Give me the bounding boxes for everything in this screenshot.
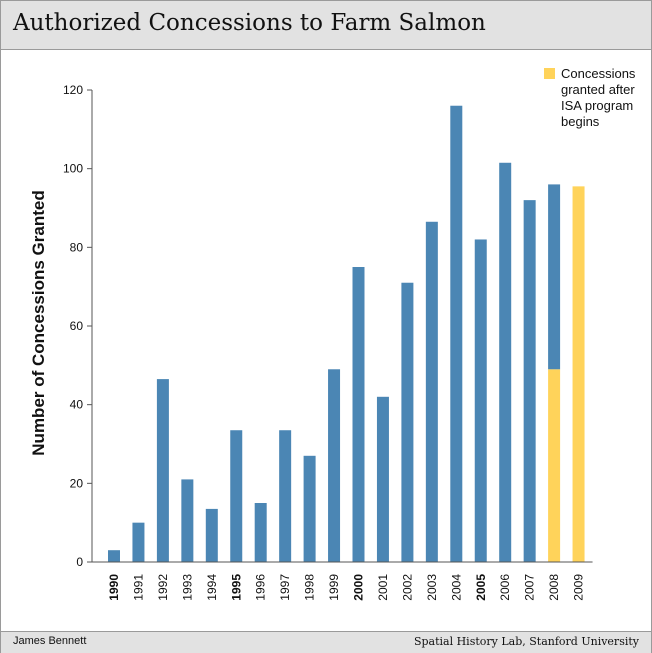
lab-credit: Spatial History Lab, Stanford University — [413, 635, 639, 648]
y-tick-label: 80 — [70, 240, 84, 254]
y-tick-label: 0 — [76, 555, 83, 569]
x-tick-label: 2005 — [474, 574, 488, 601]
y-tick-label: 120 — [63, 83, 83, 97]
x-tick-label: 1991 — [131, 574, 145, 601]
y-tick-label: 60 — [70, 319, 84, 333]
x-tick-label: 2004 — [449, 574, 463, 601]
x-axis: 1990 1991 1992 1993 1994 1995 1996 1997 1998 1999… — [92, 561, 593, 601]
legend-swatch — [544, 68, 555, 79]
x-tick-label: 2000 — [352, 574, 366, 601]
footer-bar: James Bennett Spatial History Lab, Stanf… — [1, 631, 651, 653]
legend-line-3: ISA program — [561, 98, 633, 113]
bar-yellow — [572, 186, 585, 562]
bar-blue — [132, 522, 145, 562]
legend-line-1: Concessions — [561, 66, 636, 81]
x-tick-label: 2007 — [523, 574, 537, 601]
bar-blue — [230, 430, 243, 562]
legend-line-2: granted after — [561, 82, 635, 97]
bar-blue — [425, 221, 438, 562]
legend-line-4: begins — [561, 114, 600, 129]
y-tick-label: 40 — [70, 398, 84, 412]
x-tick-label: 2001 — [376, 574, 390, 601]
bar-blue — [181, 479, 194, 562]
bar-blue — [401, 282, 414, 562]
bar-blue — [108, 550, 120, 562]
bar-blue — [548, 184, 561, 370]
x-tick-label: 1998 — [303, 574, 317, 601]
bar-blue — [279, 430, 292, 562]
bar-blue — [450, 105, 463, 562]
x-tick-label: 1997 — [278, 574, 292, 601]
bar-chart: 0 20 40 60 80 100 120 1990 1991 1992 1993 1994 1995… — [29, 66, 636, 601]
bar-blue — [352, 267, 365, 562]
x-tick-label: 1996 — [254, 574, 268, 601]
bar-blue — [499, 162, 512, 562]
bar-blue — [523, 200, 536, 562]
bar-blue — [156, 379, 169, 562]
x-tick-label: 1995 — [229, 574, 243, 601]
x-tick-label: 2009 — [572, 574, 586, 601]
y-tick-label: 20 — [70, 476, 84, 490]
bar-blue — [376, 396, 389, 562]
bar-blue — [254, 503, 267, 562]
x-tick-label: 1993 — [180, 574, 194, 601]
x-tick-label: 2003 — [425, 574, 439, 601]
bar-blue — [303, 455, 316, 562]
bar-blue — [205, 508, 218, 562]
x-tick-label: 1999 — [327, 574, 341, 601]
chart-title: Authorized Concessions to Farm Salmon — [13, 10, 486, 36]
x-tick-label: 1992 — [156, 574, 170, 601]
x-tick-label: 1994 — [205, 574, 219, 601]
x-tick-label: 2008 — [547, 574, 561, 601]
y-axis-label: Number of Concessions Granted — [29, 190, 48, 455]
x-tick-label: 2006 — [498, 574, 512, 601]
legend: Concessions granted after ISA program be… — [544, 66, 636, 129]
title-bar: Authorized Concessions to Farm Salmon — [1, 1, 651, 50]
y-tick-label: 100 — [63, 162, 83, 176]
x-tick-label: 1990 — [107, 574, 121, 601]
bar-yellow — [548, 369, 561, 562]
author-credit: James Bennett — [13, 635, 87, 647]
y-axis: 0 20 40 60 80 100 120 — [63, 83, 93, 569]
bar-blue — [328, 369, 341, 562]
x-tick-label: 2002 — [400, 574, 414, 601]
bar-blue — [474, 239, 487, 562]
bars — [108, 105, 585, 562]
